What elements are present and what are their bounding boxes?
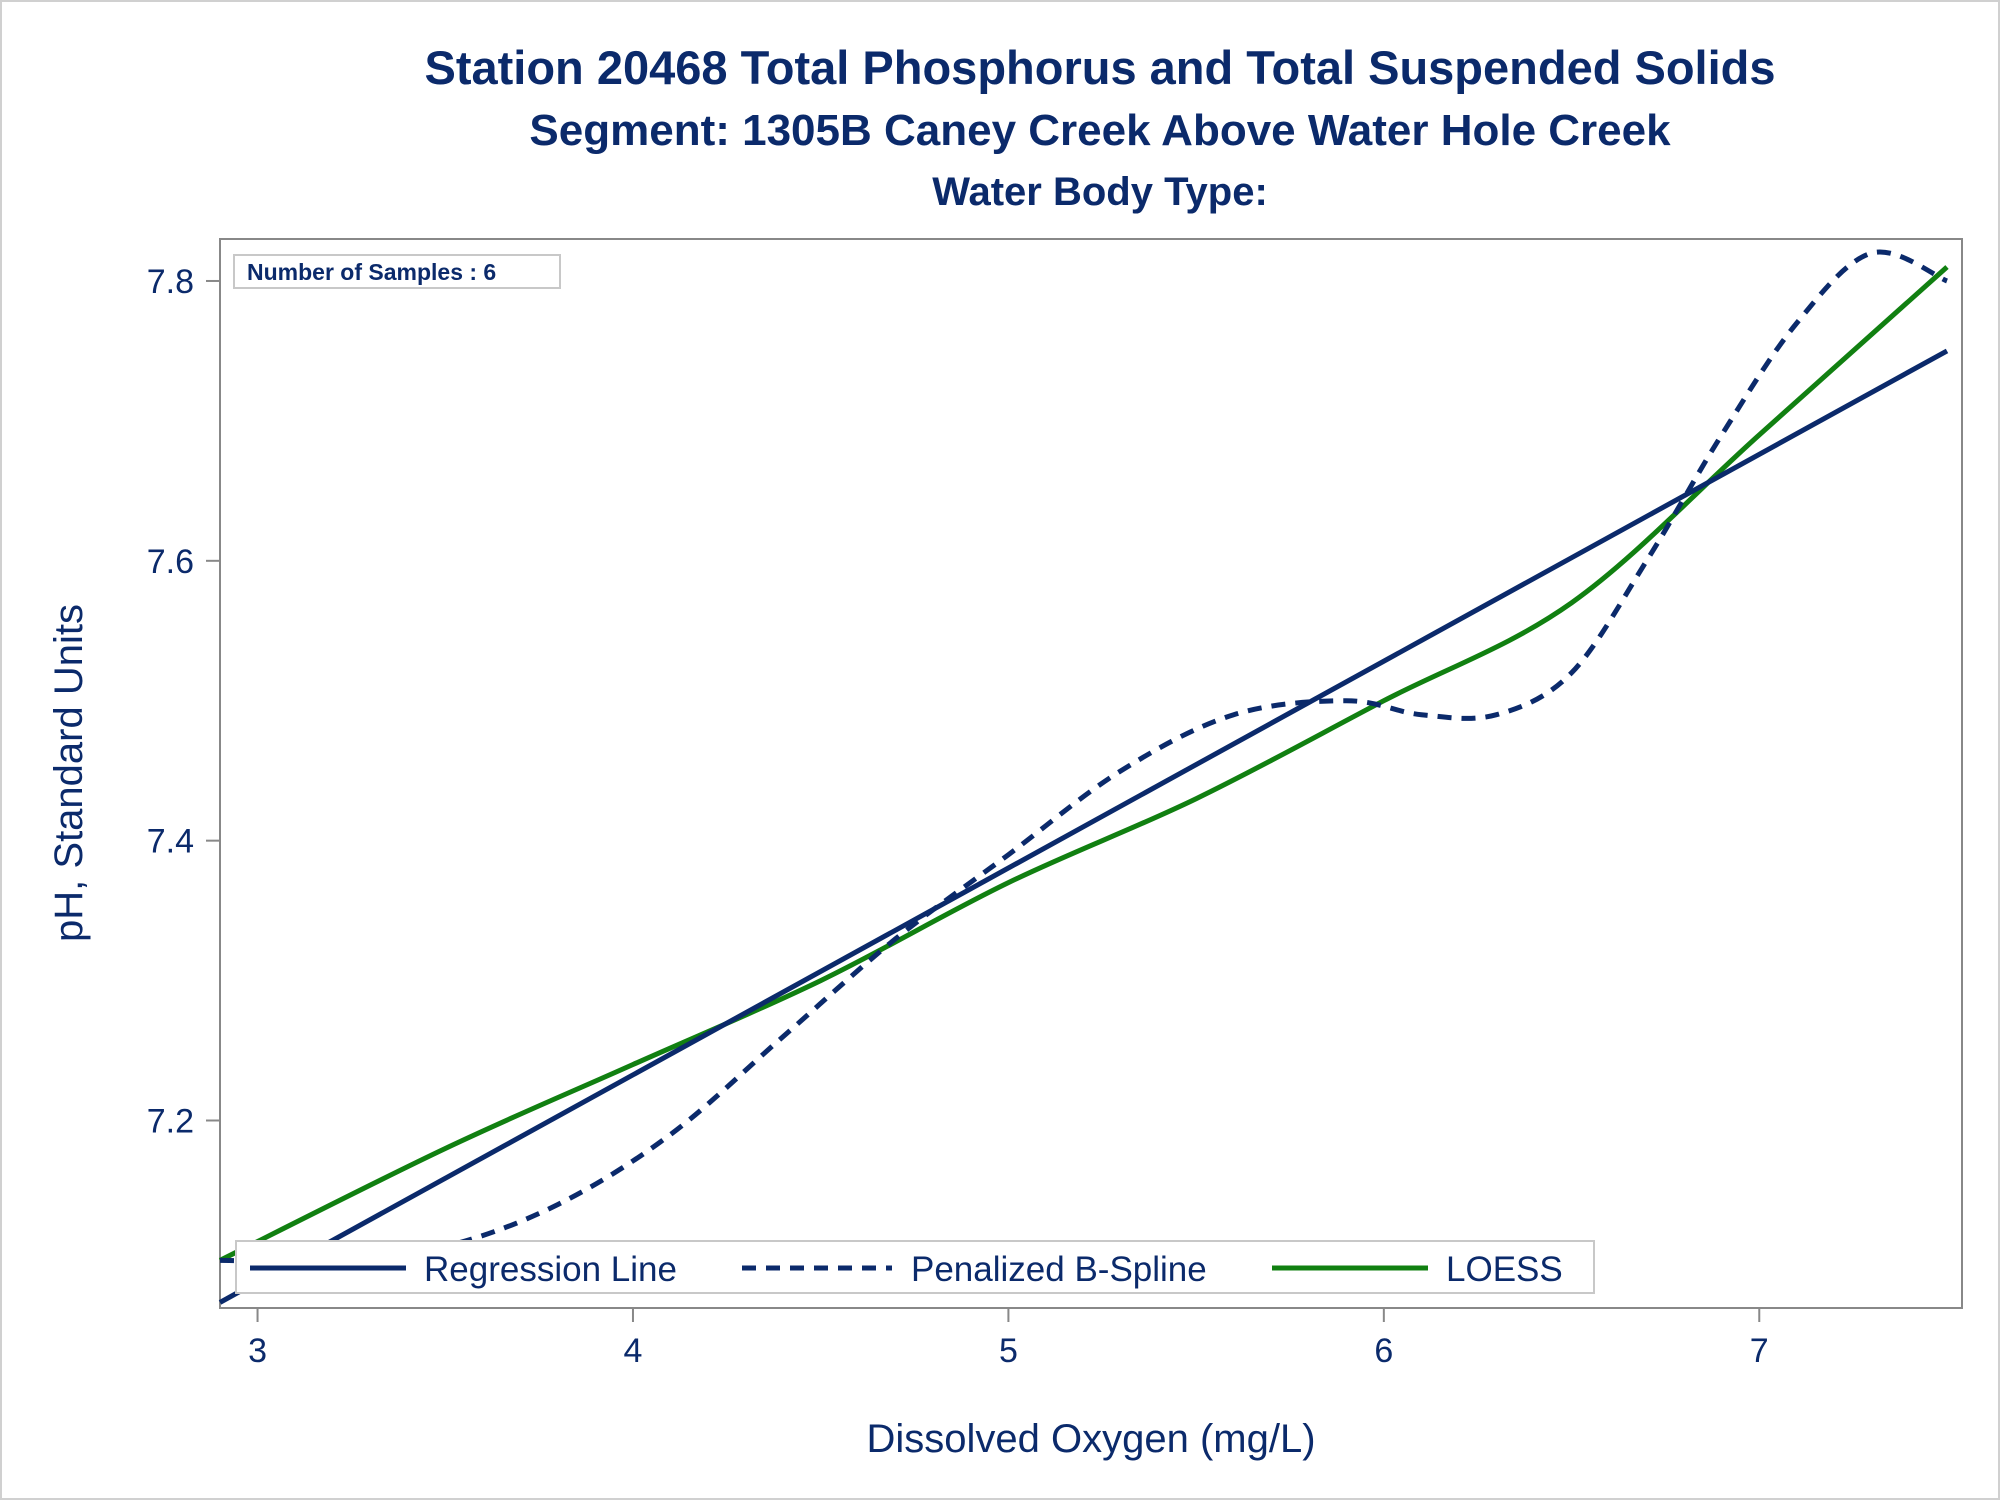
x-axis-label: Dissolved Oxygen (mg/L) [866,1417,1315,1461]
series-layer [218,249,1949,1305]
y-tick-label: 7.6 [147,543,194,581]
y-axis: 7.2 7.4 7.6 7.8 [147,263,220,1141]
series-penalized-b-spline [219,249,1949,1264]
x-tick-label: 7 [1750,1332,1769,1370]
chart-subtitle-segment: Segment: 1305B Caney Creek Above Water H… [529,106,1671,155]
x-axis: 3 4 5 6 7 [248,1308,1769,1370]
x-tick-label: 6 [1374,1332,1393,1370]
legend-label-loess: LOESS [1446,1250,1563,1289]
legend: Regression Line Penalized B-Spline LOESS [235,1240,1595,1294]
chart-subtitle-water-body: Water Body Type: [932,170,1268,214]
y-tick-label: 7.2 [147,1103,194,1141]
y-axis-label: pH, Standard Units [47,604,91,942]
chart-title: Station 20468 Total Phosphorus and Total… [424,41,1776,94]
x-tick-label: 5 [999,1332,1018,1370]
plot-area [219,238,1963,1309]
series-loess [218,265,1949,1263]
sample-count-box: Number of Samples : 6 [233,254,561,289]
series-regression-line [218,348,1949,1305]
legend-label-regression: Regression Line [424,1250,677,1289]
y-tick-label: 7.4 [147,823,194,861]
legend-label-spline: Penalized B-Spline [911,1250,1207,1289]
y-tick-label: 7.8 [147,263,194,301]
x-tick-label: 3 [248,1332,267,1370]
x-tick-label: 4 [624,1332,643,1370]
sample-count-label: Number of Samples : 6 [247,259,496,285]
